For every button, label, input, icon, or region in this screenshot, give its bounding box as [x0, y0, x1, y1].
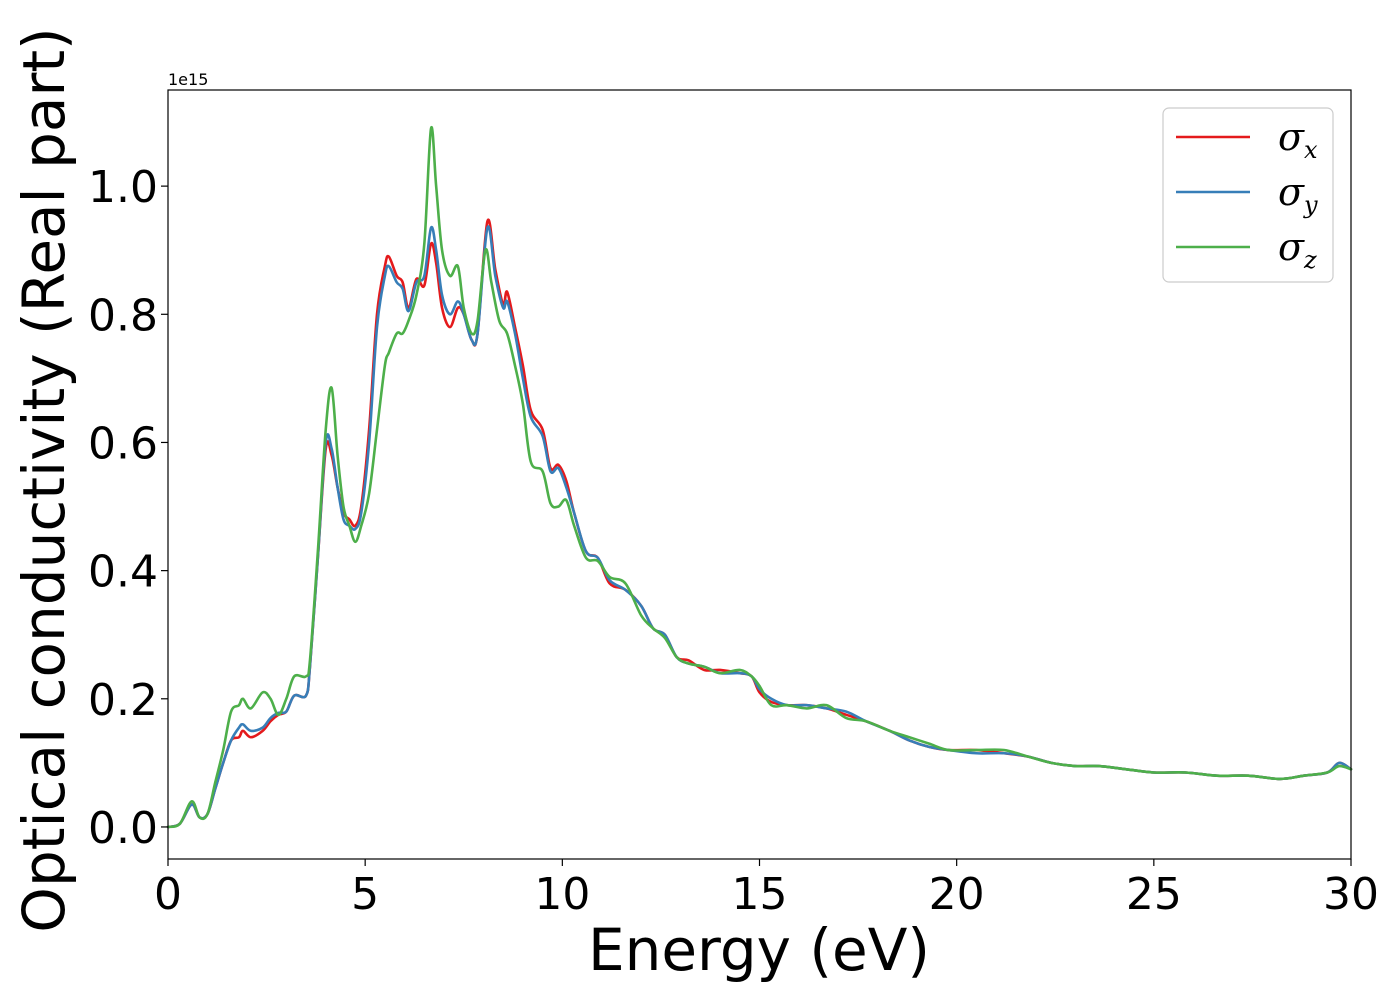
y-tick-label: 1.0	[88, 162, 158, 213]
x-tick-label: 20	[929, 869, 985, 920]
y-offset-label: 1e15	[168, 70, 208, 89]
legend: σx σy σz	[1162, 107, 1334, 283]
legend-label-z: σz	[1278, 225, 1317, 274]
series-line-z	[166, 125, 1353, 829]
ticks-layer: 0 5 10 15 20 25 30 0.0 0.2 0.4 0.6 0.8 1.0	[88, 162, 1379, 920]
x-tick-label: 15	[732, 869, 788, 920]
legend-label-y: σy	[1278, 170, 1318, 219]
y-tick-label: 0.4	[88, 547, 158, 598]
x-tick-label: 0	[154, 869, 182, 920]
y-axis-title: Optical conductivity (Real part)	[10, 27, 78, 932]
y-tick-label: 0.0	[88, 803, 158, 854]
x-tick-label: 5	[351, 869, 379, 920]
x-tick-label: 25	[1126, 869, 1182, 920]
x-tick-label: 10	[534, 869, 590, 920]
legend-items: σx σy σz	[1176, 115, 1318, 274]
series-layer	[166, 125, 1353, 829]
legend-label-x: σx	[1278, 115, 1318, 164]
x-tick-label: 30	[1323, 869, 1379, 920]
y-tick-label: 0.2	[88, 675, 158, 726]
legend-box	[1162, 107, 1334, 283]
y-tick-label: 0.6	[88, 418, 158, 469]
y-tick-label: 0.8	[88, 290, 158, 341]
x-axis-title: Energy (eV)	[588, 916, 930, 984]
